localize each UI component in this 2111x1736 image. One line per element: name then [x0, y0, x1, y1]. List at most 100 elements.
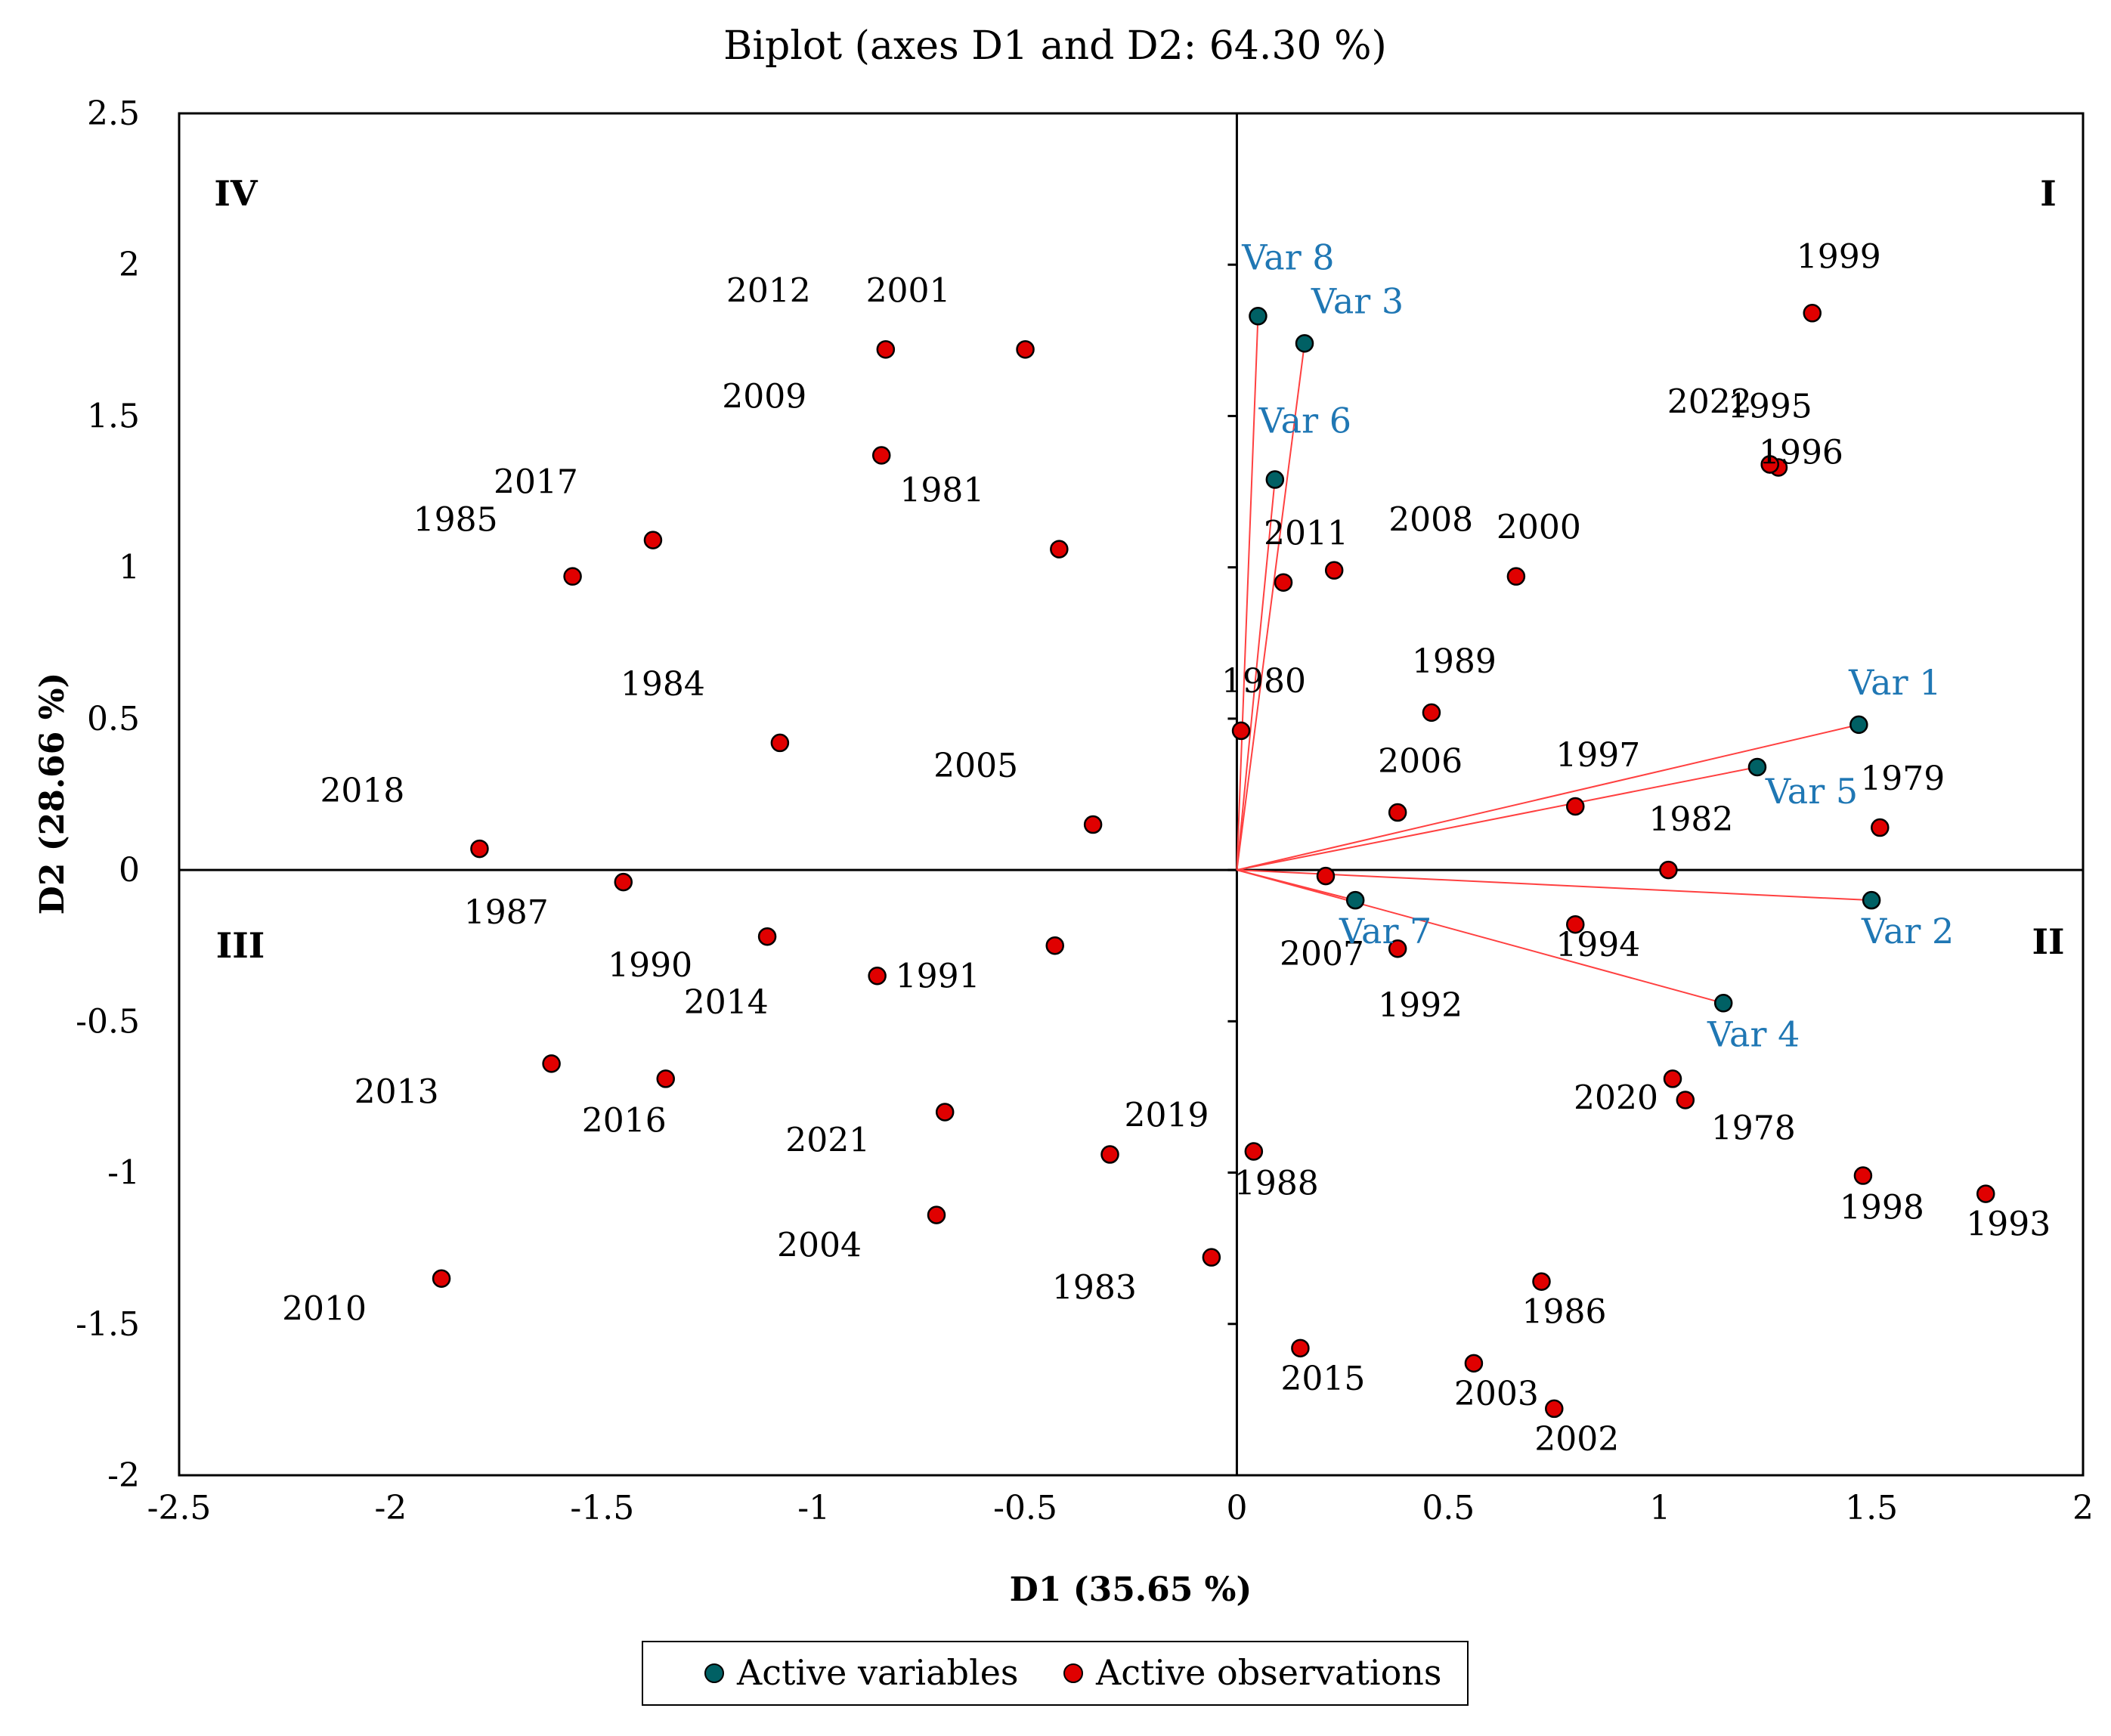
legend-variables-marker: [704, 1663, 724, 1683]
quadrant-label: III: [216, 925, 265, 966]
observation-label: 2011: [1264, 515, 1348, 553]
observation-point: [1388, 803, 1407, 822]
observation-label: 1988: [1234, 1165, 1319, 1203]
legend: Active variables Active observations: [642, 1641, 1469, 1706]
observation-label: 2000: [1497, 509, 1581, 547]
observation-label: 2003: [1454, 1375, 1539, 1413]
observation-label: 2018: [320, 772, 404, 810]
observation-label: 1980: [1221, 662, 1306, 701]
observation-point: [1083, 815, 1103, 834]
legend-box: [642, 1641, 1469, 1706]
quadrant-label: IV: [214, 173, 258, 214]
x-tick-label: 1: [1649, 1489, 1670, 1527]
variable-label: Var 7: [1339, 911, 1432, 952]
x-tick-label: -2: [374, 1489, 407, 1527]
variable-point: [1249, 307, 1268, 326]
observation-point: [1871, 818, 1890, 837]
observation-point: [1659, 860, 1678, 880]
legend-variables-label: Active variables: [736, 1652, 1019, 1693]
x-tick-label: -0.5: [993, 1489, 1057, 1527]
observation-label: 2001: [866, 271, 951, 310]
observation-point: [656, 1069, 675, 1088]
variable-point: [1295, 334, 1314, 353]
observation-point: [770, 733, 790, 753]
variable-point: [1862, 890, 1881, 910]
variable-vector: [1237, 869, 1356, 902]
observation-label: 1983: [1052, 1269, 1137, 1307]
variable-vector: [1237, 869, 1724, 1004]
plot-area: [178, 112, 2085, 1477]
x-tick-label: 0.5: [1422, 1489, 1475, 1527]
observation-label: 2016: [582, 1101, 667, 1140]
observation-point: [614, 872, 633, 892]
observation-point: [757, 927, 777, 946]
observation-label: 1994: [1555, 926, 1640, 964]
observation-label: 1989: [1412, 642, 1497, 681]
y-tick-label: 1: [119, 549, 140, 587]
observation-label: 1986: [1521, 1293, 1606, 1332]
observation-point: [470, 839, 489, 859]
observation-point: [1545, 1399, 1564, 1419]
x-tick-label: 1.5: [1845, 1489, 1898, 1527]
y-tick-label: 1.5: [87, 397, 140, 435]
observation-point: [935, 1103, 955, 1122]
y-tick-label: 2.5: [87, 94, 140, 133]
observation-point: [1324, 561, 1344, 580]
observation-point: [1803, 304, 1822, 323]
observation-point: [1976, 1184, 1995, 1203]
chart-title: Biplot (axes D1 and D2: 64.30 %): [723, 23, 1387, 69]
observation-label: 1987: [464, 893, 549, 932]
observation-point: [1532, 1272, 1551, 1291]
observation-label: 1998: [1840, 1189, 1924, 1227]
y-tick-label: -0.5: [76, 1002, 140, 1041]
quadrant-label: I: [2040, 173, 2057, 214]
observation-label: 1991: [896, 957, 980, 995]
observation-point: [1202, 1248, 1221, 1267]
y-tick-label: 0.5: [87, 700, 140, 738]
observation-point: [1506, 567, 1526, 586]
observation-point: [868, 967, 887, 986]
variable-label: Var 6: [1258, 401, 1351, 441]
observation-label: 1982: [1648, 800, 1733, 839]
quadrant-label: II: [2032, 921, 2064, 962]
observation-point: [563, 567, 582, 586]
variable-vector: [1236, 343, 1306, 871]
legend-observations-marker: [1063, 1663, 1083, 1683]
y-tick-label: -1: [107, 1154, 140, 1193]
variable-label: Var 8: [1241, 237, 1334, 277]
variable-point: [1849, 715, 1868, 735]
x-tick-label: 0: [1226, 1489, 1247, 1527]
x-tick-label: -2.5: [147, 1489, 212, 1527]
variable-vector: [1237, 766, 1758, 871]
observation-point: [876, 340, 896, 359]
variable-vector: [1236, 479, 1276, 871]
x-tick-label: 2: [2072, 1489, 2094, 1527]
legend-observations-label: Active observations: [1095, 1652, 1442, 1693]
observation-point: [1388, 939, 1407, 958]
observation-point: [1016, 340, 1035, 359]
observation-label: 2007: [1280, 935, 1364, 973]
observation-label: 2013: [354, 1072, 439, 1111]
observation-point: [1244, 1142, 1264, 1161]
observation-label: 2015: [1280, 1360, 1365, 1398]
observation-point: [643, 531, 663, 549]
data-points: [432, 304, 1995, 1419]
observation-label: 1985: [413, 501, 498, 540]
observation-point: [432, 1269, 451, 1288]
variable-point: [1713, 994, 1733, 1013]
variable-label: Var 2: [1861, 911, 1954, 952]
observation-label: 1978: [1711, 1109, 1796, 1147]
observation-label: 1990: [608, 946, 692, 985]
y-tick-label: -2: [107, 1456, 140, 1495]
observation-label: 1981: [899, 472, 984, 510]
variable-label: Var 4: [1707, 1013, 1800, 1054]
y-tick-label: 0: [119, 851, 140, 890]
observation-point: [1663, 1069, 1682, 1088]
observation-label: 1997: [1555, 736, 1640, 775]
observation-point: [1274, 573, 1293, 592]
observation-point: [1464, 1354, 1484, 1373]
observation-point: [871, 446, 891, 465]
y-axis-ticks: -2 -1.5 -1 -0.5 0 0.5 1 1.5 2 2.5: [76, 94, 1237, 1495]
observation-point: [1100, 1145, 1119, 1164]
variable-vector: [1237, 723, 1859, 871]
